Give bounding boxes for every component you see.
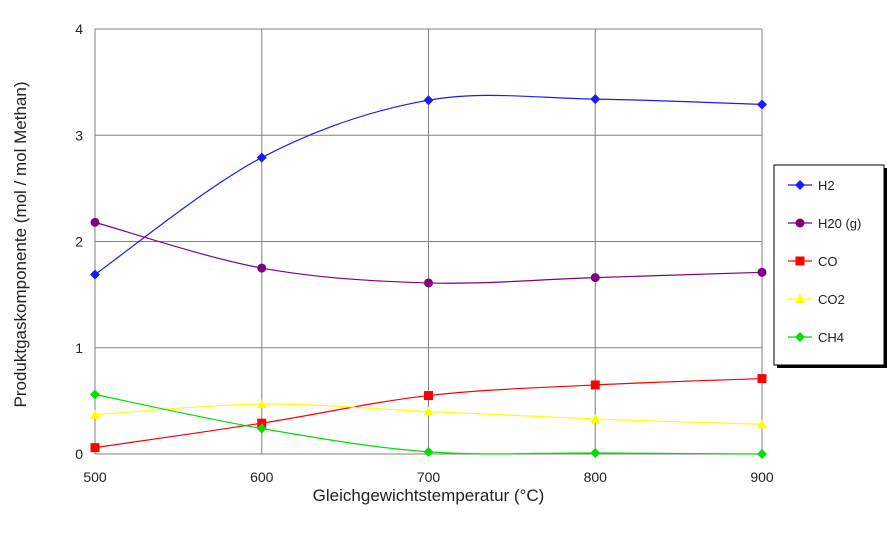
data-point-co <box>757 374 767 384</box>
legend-label: CO2 <box>818 292 845 307</box>
data-point-co2 <box>256 399 267 409</box>
legend-box <box>773 164 885 366</box>
data-point-h20-g <box>590 273 600 283</box>
data-point-co2 <box>90 409 100 419</box>
data-point-ch4 <box>590 447 601 458</box>
legend-label: CO <box>818 254 838 269</box>
legend-label: H20 (g) <box>818 216 861 231</box>
data-point-h20-g <box>90 217 100 227</box>
series-h2 <box>90 94 767 280</box>
data-point-co <box>424 391 433 401</box>
axes: 0 1 2 3 4 500 600 700 800 900 <box>75 21 774 485</box>
series-h20-g <box>90 217 767 288</box>
legend-label: H2 <box>818 178 835 193</box>
legend-marker <box>795 256 805 266</box>
legend: H2 H20 (g) CO CO2 CH4 <box>773 164 887 368</box>
legend-label: CH4 <box>818 330 844 345</box>
y-tick-label: 1 <box>75 340 83 356</box>
data-point-co2 <box>757 419 767 429</box>
legend-marker <box>795 332 805 342</box>
y-tick-label: 3 <box>75 127 83 143</box>
y-tick-label: 4 <box>75 21 83 37</box>
data-point-h2 <box>590 94 601 105</box>
data-point-h2 <box>90 269 100 280</box>
legend-item-h2: H2 <box>788 178 835 193</box>
data-point-ch4 <box>256 423 267 434</box>
grid <box>95 29 762 454</box>
data-point-h20-g <box>257 263 267 273</box>
legend-marker <box>795 294 805 303</box>
x-tick-label: 500 <box>83 469 107 485</box>
series-co <box>90 374 767 453</box>
data-point-h20-g <box>757 267 767 277</box>
y-axis-title: Produktgaskomponente (mol / mol Methan) <box>11 82 30 408</box>
x-tick-label: 800 <box>584 469 608 485</box>
x-tick-label: 600 <box>250 469 274 485</box>
y-tick-label: 0 <box>75 446 83 462</box>
series-line-h2 <box>94 94 763 275</box>
y-tick-label: 2 <box>75 234 83 250</box>
series-co2 <box>90 399 767 429</box>
legend-item-ch4: CH4 <box>788 330 844 345</box>
data-point-ch4 <box>757 449 767 459</box>
data-point-ch4 <box>90 389 100 400</box>
data-point-h2 <box>423 95 434 106</box>
legend-marker <box>795 180 805 190</box>
data-point-co <box>257 418 267 428</box>
data-point-co <box>90 443 100 453</box>
data-point-h2 <box>757 99 767 110</box>
legend-marker <box>795 218 805 228</box>
legend-item-co: CO <box>788 254 838 269</box>
legend-item-co2: CO2 <box>788 292 845 307</box>
series-layer <box>90 94 767 459</box>
legend-item-h20-g: H20 (g) <box>788 216 861 231</box>
x-tick-label: 700 <box>417 469 441 485</box>
data-point-co <box>590 380 600 390</box>
data-point-h2 <box>256 152 267 163</box>
data-point-co2 <box>423 406 434 416</box>
data-point-co2 <box>590 413 601 423</box>
x-axis-title: Gleichgewichtstemperatur (°C) <box>313 486 545 505</box>
data-point-h20-g <box>424 278 433 288</box>
data-point-ch4 <box>423 446 434 457</box>
series-ch4 <box>90 389 767 459</box>
x-tick-label: 900 <box>750 469 774 485</box>
